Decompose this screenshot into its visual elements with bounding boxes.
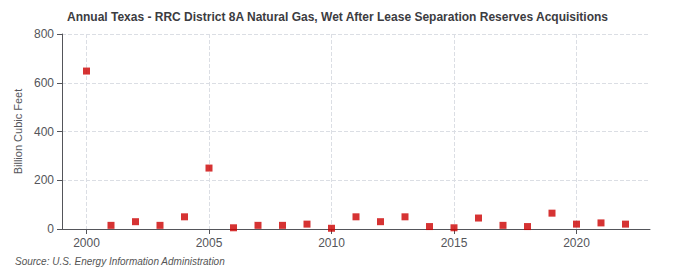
svg-text:400: 400 — [34, 125, 54, 139]
svg-text:Billion Cubic Feet: Billion Cubic Feet — [12, 89, 24, 175]
svg-text:200: 200 — [34, 173, 54, 187]
svg-text:0: 0 — [47, 222, 54, 236]
svg-text:2020: 2020 — [563, 236, 590, 250]
svg-text:Annual Texas - RRC District 8A: Annual Texas - RRC District 8A Natural G… — [67, 10, 608, 24]
svg-text:2015: 2015 — [441, 236, 468, 250]
svg-text:600: 600 — [34, 76, 54, 90]
svg-text:Source: U.S. Energy Informatio: Source: U.S. Energy Information Administ… — [15, 256, 225, 267]
svg-text:2005: 2005 — [196, 236, 223, 250]
svg-text:800: 800 — [34, 27, 54, 41]
svg-text:2000: 2000 — [73, 236, 100, 250]
svg-text:2010: 2010 — [318, 236, 345, 250]
